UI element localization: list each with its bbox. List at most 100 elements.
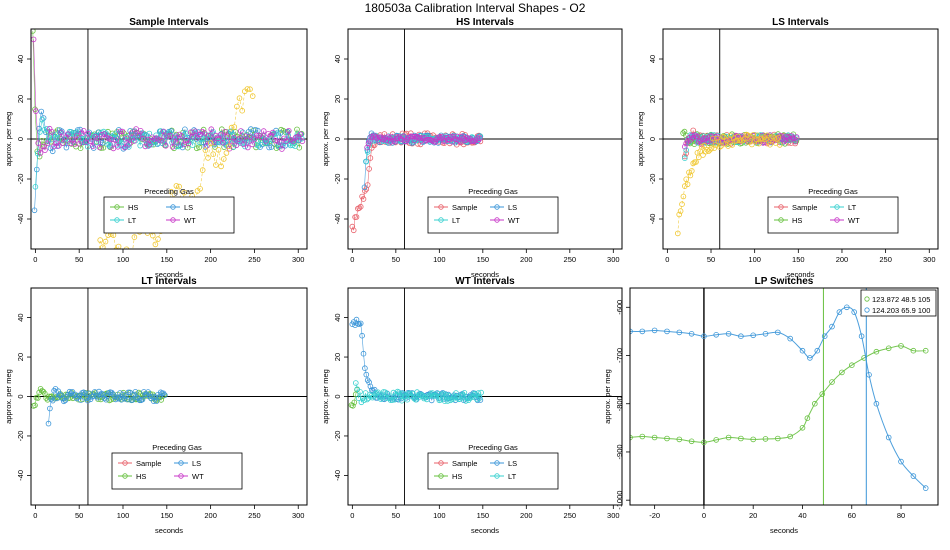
data-point xyxy=(739,138,745,144)
data-point xyxy=(206,133,212,139)
data-point xyxy=(364,149,371,155)
data-point xyxy=(747,133,754,140)
data-point xyxy=(438,135,444,141)
data-point xyxy=(475,390,482,396)
data-point xyxy=(44,140,51,147)
data-point xyxy=(157,389,164,396)
data-point xyxy=(218,163,224,170)
y-axis-label: approx. per meg xyxy=(636,112,645,167)
data-point xyxy=(37,150,44,156)
y-tick-label: 0 xyxy=(16,137,25,141)
legend-swatch-point xyxy=(178,473,184,479)
data-point xyxy=(97,391,104,398)
data-point xyxy=(368,393,374,399)
legend-label: LS xyxy=(184,203,193,212)
data-point xyxy=(90,270,95,275)
data-point xyxy=(63,144,70,151)
data-point xyxy=(76,141,82,147)
x-tick-label: 300 xyxy=(607,511,620,520)
data-point xyxy=(58,392,64,398)
data-point xyxy=(407,390,413,397)
data-point xyxy=(371,132,377,139)
legend-swatch-point xyxy=(494,460,500,466)
data-point xyxy=(60,140,66,146)
x-tick-label: 250 xyxy=(248,255,261,264)
data-point xyxy=(117,390,123,396)
data-point xyxy=(403,138,409,145)
x-tick-label: 150 xyxy=(477,511,490,520)
legend-item-lt: LT xyxy=(490,472,517,481)
data-point xyxy=(362,188,368,194)
legend-swatch-point xyxy=(438,204,444,210)
data-point xyxy=(43,126,50,132)
data-point xyxy=(461,389,468,396)
data-point xyxy=(848,362,855,369)
data-point xyxy=(40,115,47,121)
x-tick-label: 0 xyxy=(33,255,37,264)
x-tick-label: 0 xyxy=(350,511,354,520)
legend-label: 123.872 48.5 105 xyxy=(872,295,930,304)
y-tick-label: 20 xyxy=(333,95,342,103)
plot-area xyxy=(348,288,622,505)
legend-swatch-point xyxy=(778,217,784,223)
data-point xyxy=(226,136,232,143)
data-point xyxy=(693,159,699,165)
data-point xyxy=(350,227,357,234)
data-point xyxy=(210,139,217,145)
data-point xyxy=(234,103,240,110)
data-point xyxy=(418,391,425,398)
plot-frame xyxy=(347,287,623,506)
y-tick-label: 20 xyxy=(333,353,342,361)
data-point xyxy=(885,434,892,441)
y-tick-label: -40 xyxy=(16,214,25,225)
legend-label: 124.203 65.9 100 xyxy=(872,306,930,315)
data-point xyxy=(778,133,784,139)
legend-item-lt: LT xyxy=(110,216,137,225)
data-point xyxy=(676,436,683,443)
data-point xyxy=(51,387,57,394)
legend-item-hs: HS xyxy=(434,472,462,481)
data-point xyxy=(898,343,904,349)
legend-item-wt: WT xyxy=(490,216,520,225)
data-point xyxy=(873,348,880,355)
x-tick-label: 200 xyxy=(204,511,217,520)
data-point xyxy=(386,135,393,141)
data-point xyxy=(226,145,233,152)
data-point xyxy=(447,397,454,404)
data-point xyxy=(224,133,231,140)
data-point xyxy=(353,214,360,220)
data-point xyxy=(421,395,427,402)
data-point xyxy=(686,169,692,176)
data-point xyxy=(713,437,719,443)
y-axis-label: approx. per meg xyxy=(321,369,330,424)
x-tick-label: 50 xyxy=(75,511,83,520)
legend: Preceding Gas Sample LS HS WT xyxy=(111,443,243,490)
data-point xyxy=(239,107,246,114)
legend-item: 124.203 65.9 100 xyxy=(864,306,930,315)
data-point xyxy=(54,395,60,402)
x-tick-label: 250 xyxy=(248,511,261,520)
data-point xyxy=(94,135,101,142)
data-point xyxy=(360,196,367,202)
plot-frame xyxy=(30,28,308,250)
y-tick-label: 0 xyxy=(16,394,25,398)
data-point xyxy=(688,330,695,337)
data-point xyxy=(131,391,137,398)
data-point xyxy=(137,142,144,149)
data-point xyxy=(360,350,367,357)
data-point xyxy=(721,134,727,140)
x-tick-label: 100 xyxy=(433,255,446,264)
y-tick-label: -1000 xyxy=(615,491,624,510)
data-point xyxy=(439,391,445,398)
data-point xyxy=(435,390,441,397)
plot-frame xyxy=(662,28,939,250)
legend-box xyxy=(860,289,937,317)
legend-swatch-point xyxy=(170,217,176,223)
data-point xyxy=(113,247,119,249)
y-tick-label: 40 xyxy=(16,55,25,63)
legend: Preceding Gas HS LS LT WT xyxy=(103,187,235,234)
series-lt xyxy=(32,116,305,190)
legend-box xyxy=(111,452,243,490)
data-point xyxy=(789,134,796,141)
